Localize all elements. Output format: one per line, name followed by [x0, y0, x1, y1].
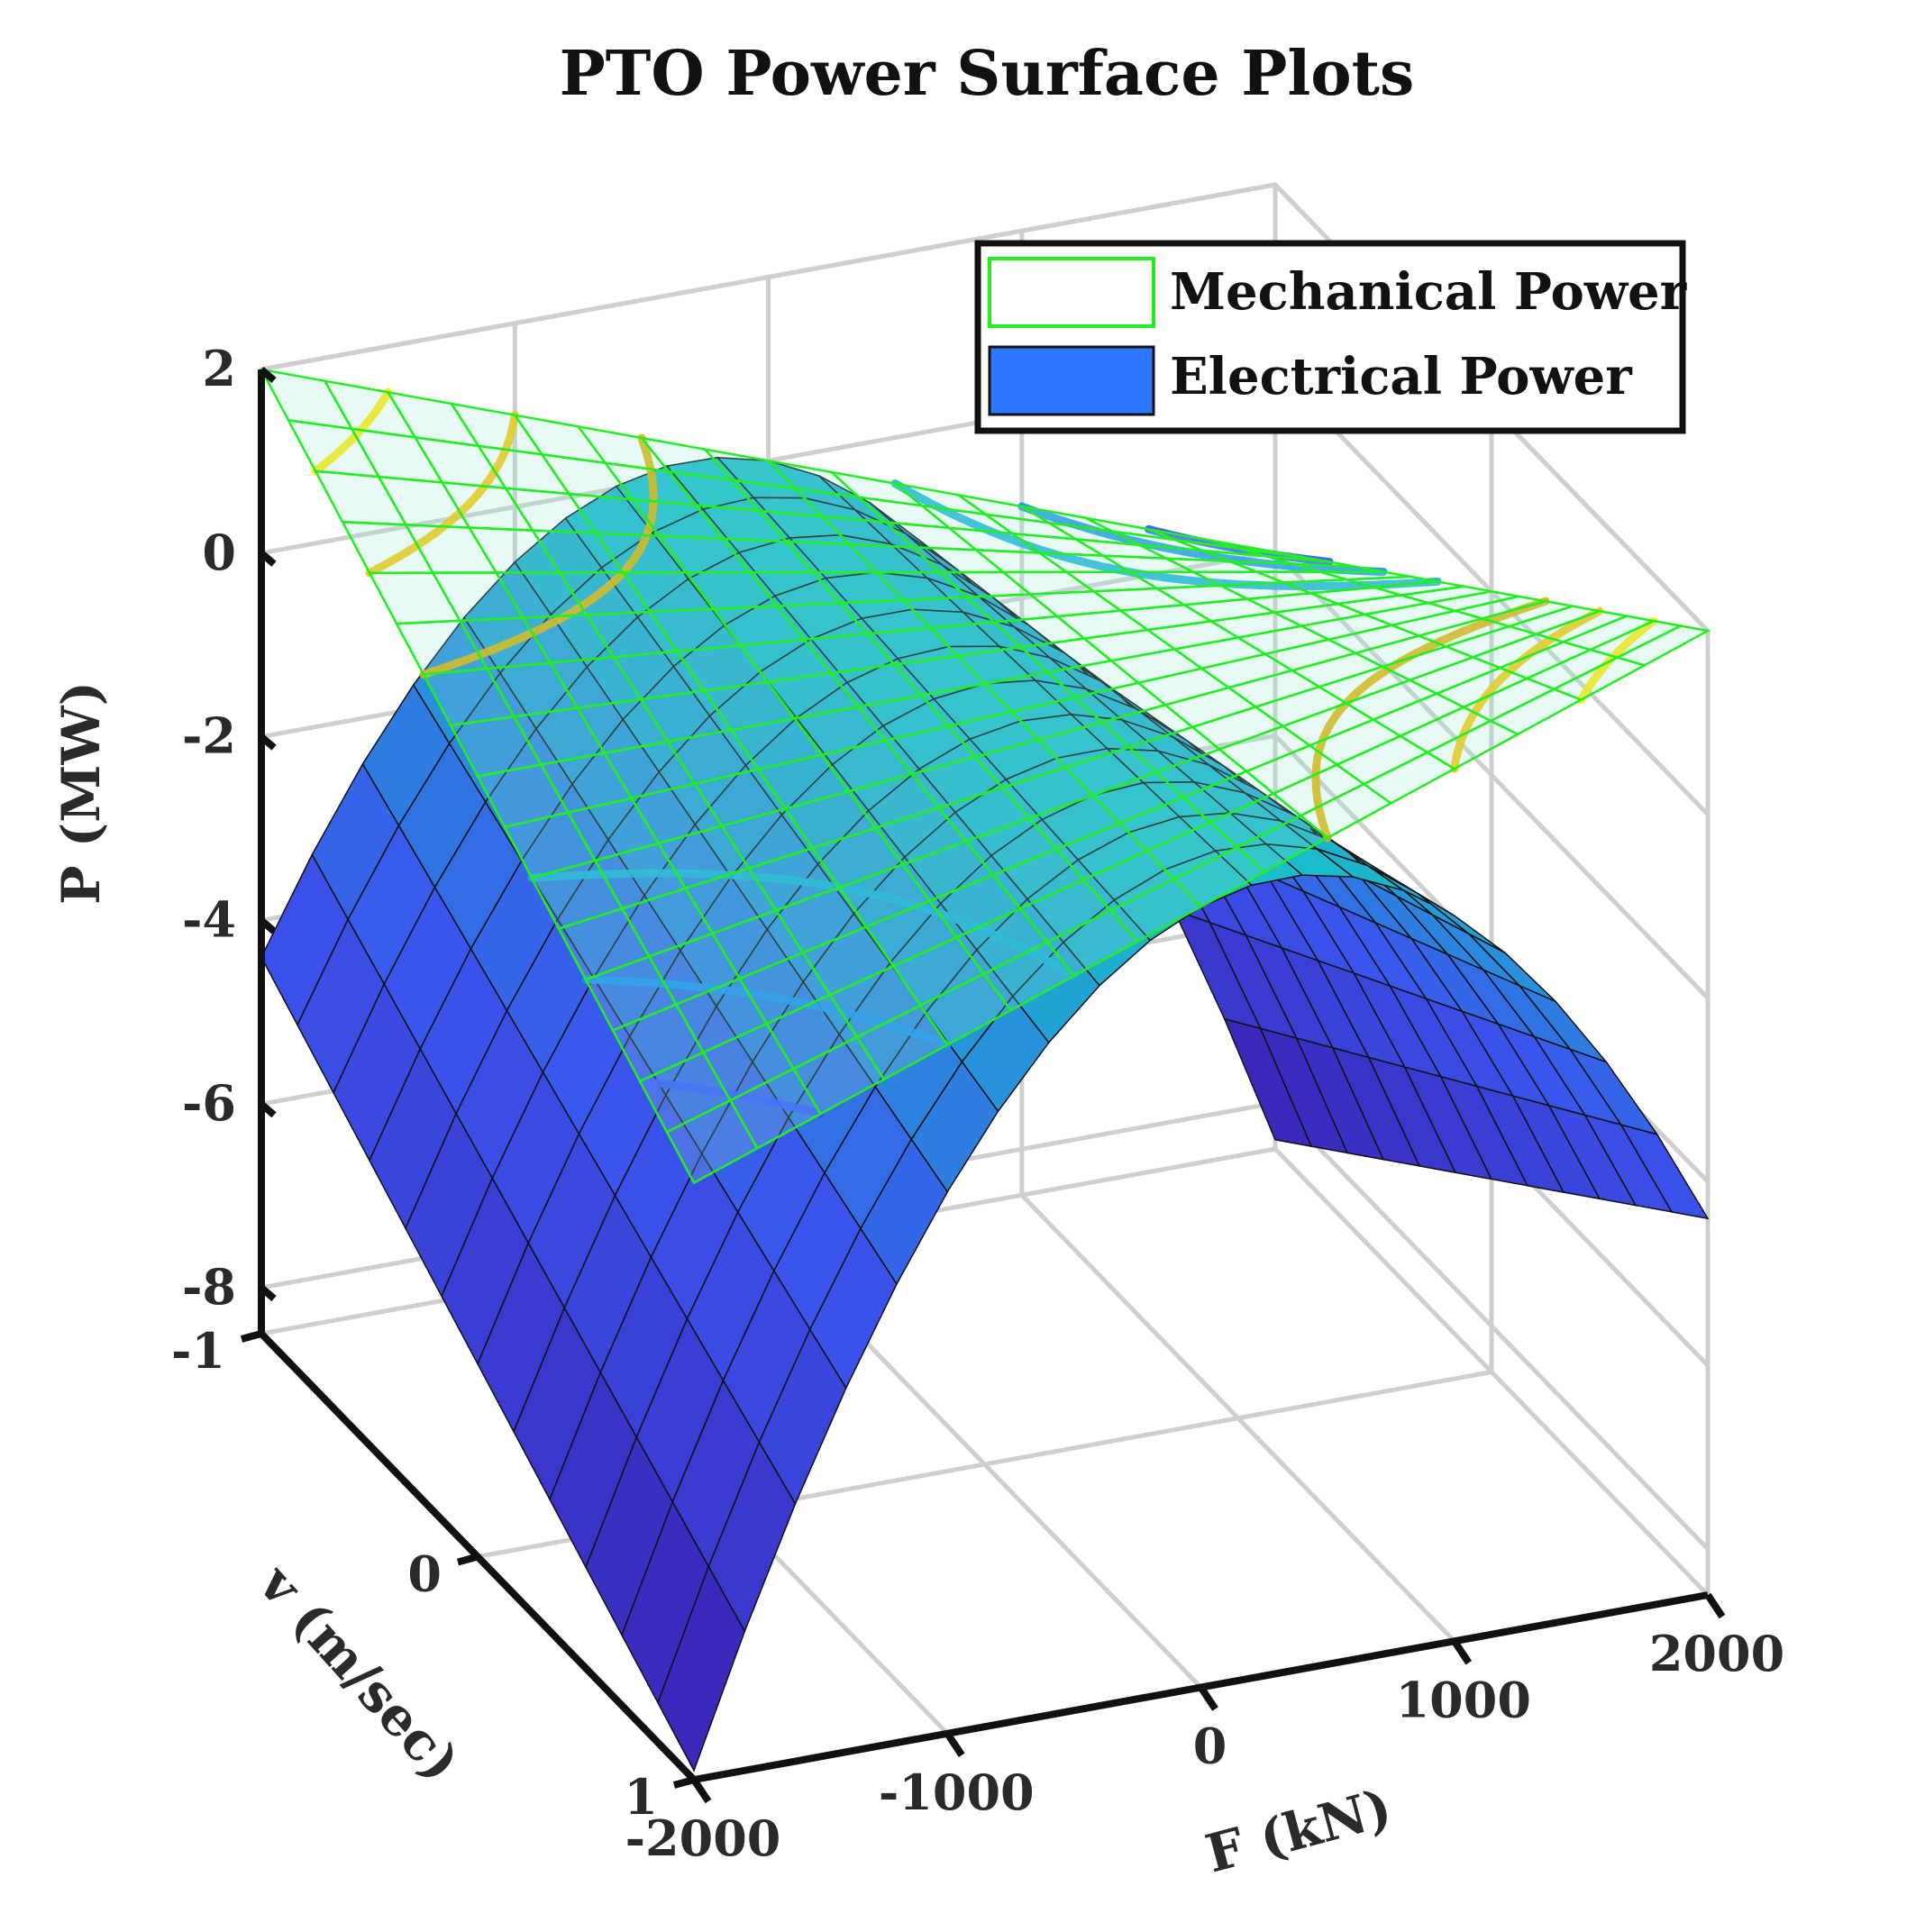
y-tick-label: 1 — [624, 1768, 658, 1826]
z-tick-label: -6 — [182, 1074, 236, 1132]
legend[interactable]: Mechanical Power Electrical Power — [974, 240, 1688, 434]
mechanical-power-mesh — [259, 368, 1711, 1185]
z-tick-label: 0 — [202, 524, 236, 581]
legend-label-mechanical: Mechanical Power — [1170, 262, 1688, 322]
y-tick-label: -1 — [171, 1322, 225, 1380]
mechanical-mesh-cell — [1614, 624, 1711, 667]
axes: 2 0 -2 -4 -6 -8 -1 0 1-2000 -1000 0 1000 2000 — [171, 340, 1784, 1867]
x-tick-label: -1000 — [879, 1763, 1035, 1821]
chart-title: PTO Power Surface Plots — [560, 38, 1415, 110]
z-axis-label: P (MW) — [50, 681, 112, 905]
x-axis-label: F (kN) — [1200, 1777, 1398, 1885]
legend-swatch-mechanical — [988, 257, 1155, 328]
legend-swatch-electrical — [988, 345, 1155, 416]
electrical-surface-patch — [1619, 1124, 1710, 1220]
x-tick-label: 0 — [1193, 1718, 1227, 1775]
x-tick-label: -2000 — [625, 1809, 781, 1867]
z-tick-label: -2 — [182, 707, 236, 765]
y-tick-label: 0 — [407, 1545, 442, 1603]
z-tick-label: 2 — [202, 340, 236, 397]
x-tick-label: 2000 — [1649, 1625, 1784, 1682]
z-tick-label: -4 — [182, 890, 236, 948]
z-tick-label: -8 — [182, 1258, 236, 1316]
x-tick-label: 1000 — [1396, 1671, 1531, 1728]
legend-label-electrical: Electrical Power — [1170, 347, 1633, 406]
